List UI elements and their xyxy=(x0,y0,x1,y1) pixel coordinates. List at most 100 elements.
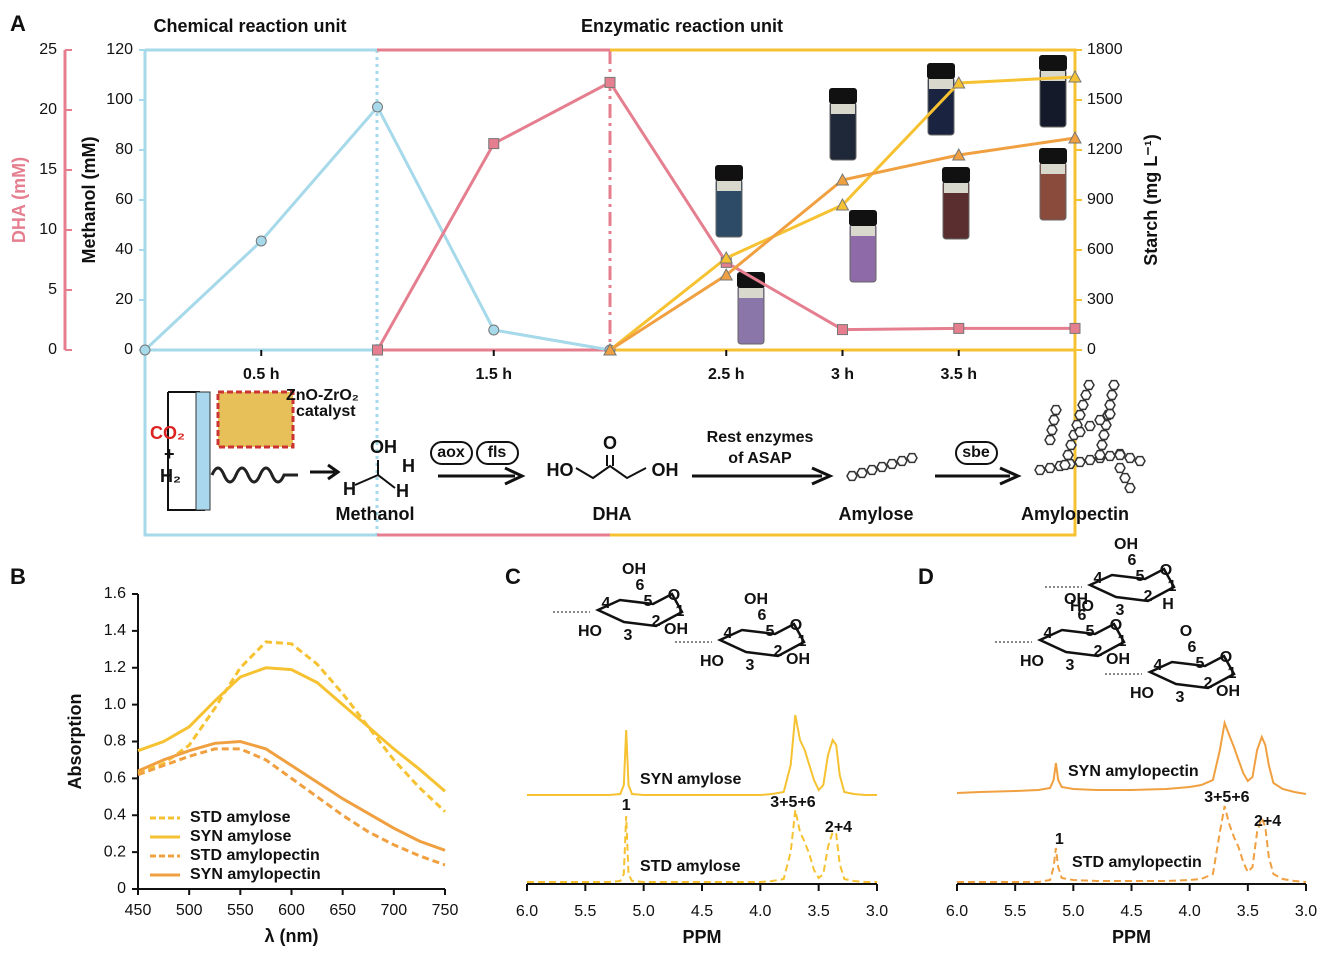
x-tick-label: 3.5 xyxy=(808,903,830,920)
y-tick-label: 1.0 xyxy=(104,696,126,713)
spectrum xyxy=(527,714,877,796)
y-tick-label: 0.4 xyxy=(104,806,126,823)
glucose-ring xyxy=(1036,622,1126,658)
structure-label: 6 xyxy=(758,607,767,624)
glucose-unit xyxy=(1096,439,1108,451)
y-tick-label: 0.2 xyxy=(104,843,126,860)
y3-tick-label: 0 xyxy=(48,341,57,358)
structure-label: HO xyxy=(1130,685,1154,702)
y-axis-title: Absorption xyxy=(65,694,85,790)
structure-label: O xyxy=(1110,617,1122,634)
structure-label: 1 xyxy=(798,633,807,650)
structure-label: H xyxy=(1162,596,1174,613)
x-tick-label: 3.0 xyxy=(866,903,888,920)
vial-gap xyxy=(1041,162,1065,174)
y2-tick-label: 900 xyxy=(1087,191,1114,208)
marker xyxy=(719,267,734,281)
glucose-unit xyxy=(906,452,918,464)
x-axis-title: PPM xyxy=(1112,927,1151,947)
structure-label: 3 xyxy=(1176,689,1185,706)
y-tick-label: 120 xyxy=(106,41,133,58)
vial-cap xyxy=(1039,148,1067,164)
peak-label: 2+4 xyxy=(825,819,852,836)
y-tick-label: 0 xyxy=(124,341,133,358)
legend-label: SYN amylose xyxy=(190,828,291,845)
structure-label: 3 xyxy=(1116,602,1125,619)
glucose-unit xyxy=(1059,459,1071,471)
glucose-unit xyxy=(1098,429,1110,441)
scheme-label: Methanol xyxy=(336,504,415,524)
marker xyxy=(1068,69,1082,83)
peak-label: 3+5+6 xyxy=(1204,789,1249,806)
reactor-loop xyxy=(167,391,205,511)
structure-label: 6 xyxy=(1128,552,1137,569)
marker xyxy=(604,76,616,88)
y3-tick-label: 5 xyxy=(48,281,57,298)
arrow xyxy=(692,466,834,486)
structure-label: 4 xyxy=(1044,625,1053,642)
scheme-text: catalyst xyxy=(296,403,356,420)
atom: O xyxy=(603,433,617,453)
structure-label: 2 xyxy=(1094,643,1103,660)
structure-label: 1 xyxy=(1228,665,1237,682)
x-tick-label: 600 xyxy=(278,902,305,919)
scheme-label: DHA xyxy=(593,504,632,524)
glucose-ring xyxy=(716,622,806,658)
glucose-unit xyxy=(1034,464,1046,476)
vial-gap xyxy=(851,224,875,236)
structure-label: 6 xyxy=(1188,639,1197,656)
enzyme: sbe xyxy=(962,444,990,461)
x-tick-label: 2.5 h xyxy=(708,366,744,383)
glucose-unit xyxy=(1104,450,1116,462)
glucose-unit xyxy=(1114,449,1126,461)
peak-label: 2+4 xyxy=(1254,813,1281,830)
scheme-text: H₂ xyxy=(160,466,181,486)
vial-gap xyxy=(929,77,953,89)
structure-label: O xyxy=(1180,623,1192,640)
vial-gap xyxy=(944,181,968,193)
structure-label: 2 xyxy=(1144,588,1153,605)
panel-letter: D xyxy=(918,564,934,589)
unit-label: Chemical reaction unit xyxy=(153,16,346,36)
y3-tick-label: 25 xyxy=(39,41,57,58)
glucose-unit xyxy=(1044,434,1056,446)
enzyme-box xyxy=(430,441,473,465)
structure-label: 4 xyxy=(1154,657,1163,674)
marker xyxy=(488,324,500,336)
glucose-unit xyxy=(1134,455,1146,467)
spectrum xyxy=(956,719,1307,795)
glucose-ring xyxy=(1146,654,1236,690)
x-tick-label: 3 h xyxy=(831,366,854,383)
series-line xyxy=(137,666,446,793)
structure-label: 4 xyxy=(724,625,733,642)
structure-label: 2 xyxy=(652,613,661,630)
structure-label: 5 xyxy=(644,593,653,610)
structure-label: OH xyxy=(622,561,646,578)
marker xyxy=(835,172,850,186)
glucose-unit xyxy=(1046,424,1058,436)
spectrum xyxy=(957,805,1307,883)
structure-label: O xyxy=(790,617,802,634)
structure-label: HO xyxy=(578,623,602,640)
glucose-unit xyxy=(1114,462,1126,474)
peak-label: 3+5+6 xyxy=(770,794,815,811)
marker xyxy=(372,344,383,356)
structure-label: OH xyxy=(1106,651,1130,668)
y-tick-label: 60 xyxy=(115,191,133,208)
glucose-unit xyxy=(1050,404,1062,416)
glucose-unit xyxy=(1104,399,1116,411)
spectrum-label: STD amylose xyxy=(640,858,741,875)
y2-tick-label: 1800 xyxy=(1087,41,1123,58)
glucose-unit xyxy=(856,467,868,479)
series-line xyxy=(609,136,1076,352)
x-tick-label: 750 xyxy=(432,902,459,919)
scheme-label: Amylose xyxy=(838,504,913,524)
vial-cap xyxy=(927,63,955,79)
glucose-unit xyxy=(1077,399,1089,411)
x-tick-label: 0.5 h xyxy=(243,366,279,383)
y-tick-label: 80 xyxy=(115,141,133,158)
peak-label: 1 xyxy=(622,797,631,814)
y2-tick-label: 1500 xyxy=(1087,91,1123,108)
structure-label: O xyxy=(1220,649,1232,666)
